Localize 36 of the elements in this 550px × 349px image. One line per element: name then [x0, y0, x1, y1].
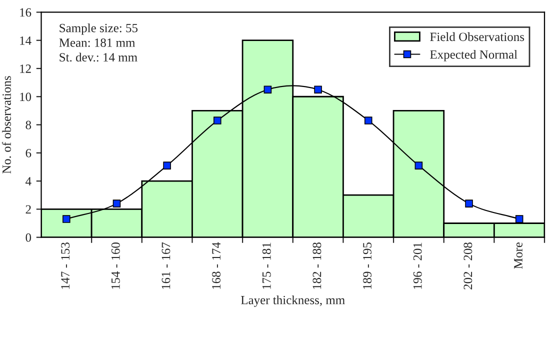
x-tick-label: 161 - 167	[162, 242, 170, 289]
y-tick-label: 10	[20, 92, 32, 102]
legend-label: Field Observations	[430, 32, 524, 42]
x-tick-label: 168 - 174	[212, 242, 221, 289]
x-tick-label: 154 - 160	[111, 242, 120, 289]
point	[112, 200, 121, 208]
y-tick-label: 2	[26, 205, 31, 214]
annotation: St. dev.: 14 mm	[60, 52, 138, 62]
point	[314, 86, 322, 94]
x-tick-label: 182 - 188	[312, 242, 322, 289]
y-tick-label: 14	[20, 36, 32, 45]
legend-label: Expected Normal	[430, 50, 518, 62]
x-tick-label: 147 - 153	[61, 242, 70, 289]
point	[414, 162, 423, 170]
x-tick-label: More	[514, 242, 522, 269]
y-tick-label: 12	[20, 64, 31, 73]
y-axis-title: No. of observations	[2, 76, 11, 174]
annotation: Mean: 181 mm	[59, 38, 136, 47]
x-tick-label: 189 - 195	[363, 242, 372, 289]
point	[515, 215, 524, 223]
point	[465, 200, 473, 208]
x-tick-label: 202 - 208	[464, 242, 472, 290]
point	[213, 116, 222, 124]
y-tick-label: 0	[26, 233, 32, 242]
point	[264, 86, 272, 94]
x-axis-title: Layer thickness, mm	[240, 296, 345, 307]
y-tick-label: 6	[26, 148, 32, 158]
x-tick-label: 175 - 181	[262, 242, 271, 289]
x-tick-label: 196 - 201	[413, 242, 422, 289]
y-tick-label: 16	[20, 8, 32, 17]
point	[163, 162, 171, 170]
y-tick-label: 4	[26, 177, 32, 186]
point	[364, 116, 372, 124]
annotation: Sample size: 55	[60, 23, 138, 35]
point	[62, 215, 70, 223]
y-tick-label: 8	[26, 120, 32, 130]
